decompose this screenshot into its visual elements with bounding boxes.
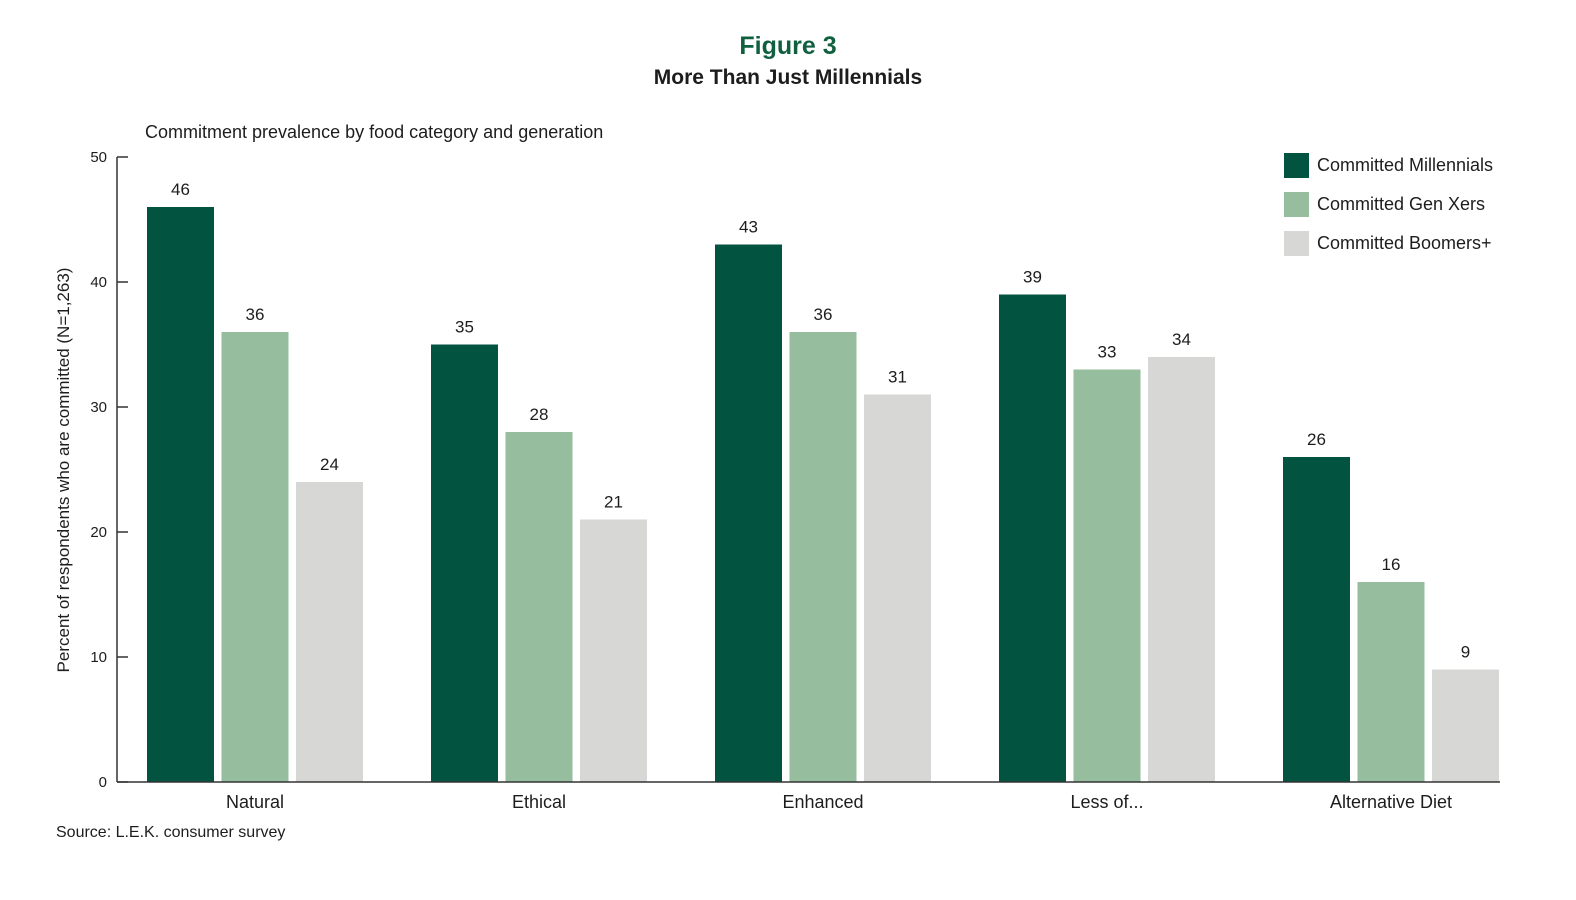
x-category-label: Alternative Diet bbox=[1330, 792, 1452, 812]
bar bbox=[864, 394, 931, 782]
legend-label: Committed Gen Xers bbox=[1317, 193, 1486, 214]
bar-value-label: 33 bbox=[1098, 343, 1117, 362]
bar-value-label: 35 bbox=[455, 318, 474, 337]
bar-value-label: 9 bbox=[1461, 643, 1470, 662]
chart-subtitle: Commitment prevalence by food category a… bbox=[145, 122, 604, 142]
y-tick-label: 40 bbox=[90, 274, 107, 291]
legend-item: Committed Gen Xers bbox=[1284, 191, 1493, 217]
bar-value-label: 39 bbox=[1023, 268, 1042, 287]
y-tick-label: 30 bbox=[90, 399, 107, 416]
bar bbox=[221, 332, 289, 782]
bar bbox=[1148, 357, 1215, 782]
bar-value-label: 24 bbox=[320, 455, 339, 474]
bar-value-label: 21 bbox=[604, 493, 623, 512]
bar bbox=[147, 207, 214, 782]
legend-swatch bbox=[1284, 191, 1309, 217]
bar-value-label: 16 bbox=[1382, 555, 1401, 574]
bar-value-label: 36 bbox=[814, 305, 833, 324]
bar bbox=[715, 244, 782, 782]
legend-label: Committed Boomers+ bbox=[1317, 232, 1492, 253]
legend-item: Committed Millennials bbox=[1284, 152, 1493, 178]
legend-label: Committed Millennials bbox=[1317, 154, 1494, 175]
data-labels: 46 36 24 35 28 21 43 36 31 39 33 34 26 16 9 bbox=[171, 180, 1470, 662]
y-axis: 0 10 20 30 40 50 bbox=[90, 149, 128, 791]
bar bbox=[431, 344, 498, 782]
x-category-label: Enhanced bbox=[782, 792, 863, 812]
bar-value-label: 46 bbox=[171, 180, 190, 199]
bar-value-label: 28 bbox=[530, 405, 549, 424]
bar bbox=[789, 332, 857, 782]
legend-swatch bbox=[1284, 152, 1309, 178]
y-tick-label: 0 bbox=[99, 774, 107, 791]
figure-label: Figure 3 bbox=[739, 32, 837, 60]
bar bbox=[1432, 669, 1499, 782]
y-tick-label: 10 bbox=[90, 649, 107, 666]
source-note: Source: L.E.K. consumer survey bbox=[56, 824, 286, 841]
bar-value-label: 26 bbox=[1307, 430, 1326, 449]
bar-value-label: 36 bbox=[246, 305, 265, 324]
bar bbox=[1357, 582, 1425, 782]
bar bbox=[999, 294, 1066, 782]
bar-value-label: 31 bbox=[888, 368, 907, 387]
bar bbox=[296, 482, 363, 782]
legend-item: Committed Boomers+ bbox=[1284, 230, 1493, 256]
legend-swatch bbox=[1284, 230, 1309, 256]
bar-value-label: 34 bbox=[1172, 330, 1191, 349]
x-category-label: Less of... bbox=[1070, 792, 1143, 812]
bars bbox=[147, 207, 1499, 782]
bar bbox=[505, 432, 573, 782]
bar bbox=[1283, 457, 1350, 782]
legend: Committed Millennials Committed Gen Xers C… bbox=[1284, 152, 1493, 269]
bar bbox=[1073, 369, 1141, 782]
y-tick-label: 20 bbox=[90, 524, 107, 541]
y-tick-label: 50 bbox=[90, 149, 107, 166]
bar-value-label: 43 bbox=[739, 218, 758, 237]
y-axis-title: Percent of respondents who are committed… bbox=[54, 268, 73, 673]
x-category-label: Ethical bbox=[512, 792, 566, 812]
x-axis: Natural Ethical Enhanced Less of... Alternat… bbox=[117, 781, 1500, 812]
x-category-label: Natural bbox=[226, 792, 284, 812]
chart-title: More Than Just Millennials bbox=[653, 66, 923, 89]
bar bbox=[580, 519, 647, 782]
